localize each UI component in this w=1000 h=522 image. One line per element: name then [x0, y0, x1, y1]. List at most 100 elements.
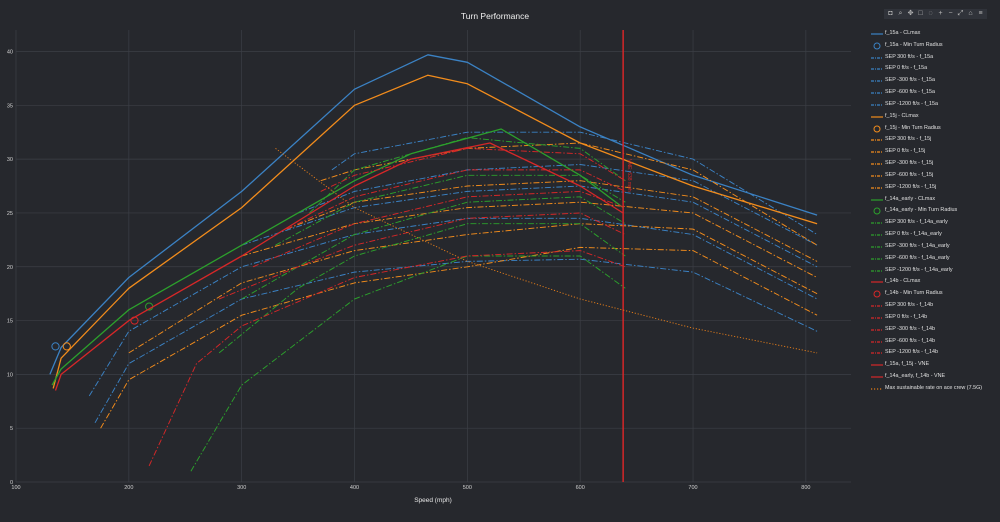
legend-item[interactable]: SEP 300 ft/s - f_15j	[868, 134, 998, 146]
legend-item[interactable]: SEP -300 ft/s - f_14a_early	[868, 241, 998, 253]
legend-item[interactable]: Max sustainable rate on ace crew (7.5G)	[868, 383, 998, 395]
series-line[interactable]	[241, 185, 818, 268]
legend-item[interactable]: SEP 0 ft/s - f_15j	[868, 146, 998, 158]
legend-swatch	[871, 222, 883, 224]
autoscale-icon[interactable]: ⤢	[957, 10, 964, 17]
legend-item[interactable]: SEP -300 ft/s - f_15j	[868, 158, 998, 170]
series-line[interactable]	[218, 223, 626, 354]
legend-item[interactable]: SEP 0 ft/s - f_14b	[868, 312, 998, 324]
legend-swatch	[873, 125, 881, 133]
legend-item[interactable]: SEP -1200 ft/s - f_15a	[868, 99, 998, 111]
camera-icon[interactable]: ◘	[888, 10, 893, 17]
legend-label: SEP 300 ft/s - f_14b	[885, 302, 934, 309]
series-line[interactable]	[190, 255, 626, 472]
legend-swatch	[871, 269, 883, 272]
legend-label: Max sustainable rate on ace crew (7.5G)	[885, 384, 983, 391]
plot-area	[16, 30, 851, 482]
series-line[interactable]	[100, 246, 818, 429]
legend-label: SEP 0 ft/s - f_15a	[885, 65, 928, 72]
legend-item[interactable]: SEP -600 ft/s - f_15a	[868, 87, 998, 99]
home-icon[interactable]: ⌂	[968, 10, 973, 17]
series-line[interactable]	[128, 223, 818, 354]
x-tick-label: 200	[124, 485, 133, 491]
min-turn-radius-marker[interactable]	[62, 342, 71, 351]
legend-label: SEP 300 ft/s - f_15j	[885, 136, 932, 143]
chart-modebar: ◘ ⌕ ✥ □ ◌ + − ⤢ ⌂ ≡	[884, 9, 987, 19]
legend-swatch	[871, 104, 883, 106]
legend-swatch	[871, 68, 883, 71]
legend-label: f_15a - CLmax	[885, 30, 921, 36]
legend-item[interactable]: f_15a - Min Turn Radius	[868, 40, 998, 52]
series-line[interactable]	[218, 212, 626, 300]
series-line[interactable]	[275, 148, 818, 354]
legend-item[interactable]: f_14a_early - Min Turn Radius	[868, 205, 998, 217]
legend-item[interactable]: f_15j - CLmax	[868, 111, 998, 123]
zoom-out-icon[interactable]: −	[948, 10, 953, 17]
series-line[interactable]	[309, 137, 626, 214]
series-line[interactable]	[52, 74, 818, 389]
series-line[interactable]	[275, 174, 626, 246]
legend-item[interactable]: SEP 0 ft/s - f_14a_early	[868, 229, 998, 241]
spike-icon[interactable]: ≡	[978, 10, 983, 17]
series-line[interactable]	[297, 164, 818, 246]
series-line[interactable]	[54, 142, 624, 391]
min-turn-radius-marker[interactable]	[51, 342, 60, 351]
legend-item[interactable]: f_14b - CLmax	[868, 276, 998, 288]
legend-item[interactable]: SEP -600 ft/s - f_15j	[868, 170, 998, 182]
pan-icon[interactable]: ✥	[907, 10, 914, 17]
legend-swatch	[871, 317, 883, 319]
legend-swatch	[871, 57, 883, 59]
legend-swatch	[871, 92, 883, 94]
legend-item[interactable]: SEP 300 ft/s - f_15a	[868, 52, 998, 64]
series-line[interactable]	[148, 250, 626, 467]
legend-swatch	[871, 139, 883, 142]
legend-item[interactable]: SEP 0 ft/s - f_15a	[868, 63, 998, 75]
legend-item[interactable]: f_14a_early, f_14b - VNE	[868, 371, 998, 383]
zoom-in-icon[interactable]: +	[938, 10, 943, 17]
legend-label: SEP -600 ft/s - f_15j	[885, 171, 934, 178]
legend-label: f_15a - Min Turn Radius	[885, 41, 943, 48]
legend-label: f_15j - Min Turn Radius	[885, 124, 941, 131]
legend-item[interactable]: SEP -300 ft/s - f_14b	[868, 324, 998, 336]
legend-item[interactable]: SEP -1200 ft/s - f_14a_early	[868, 265, 998, 277]
legend-swatch	[873, 207, 881, 215]
x-tick-label: 100	[11, 485, 20, 491]
series-line[interactable]	[94, 258, 818, 424]
legend-swatch	[871, 151, 883, 153]
x-tick-label: 300	[237, 485, 246, 491]
x-tick-label: 700	[688, 485, 697, 491]
legend-item[interactable]: SEP -600 ft/s - f_14a_early	[868, 253, 998, 265]
zoom-icon[interactable]: ⌕	[898, 10, 903, 17]
select-icon[interactable]: □	[918, 10, 923, 17]
legend-item[interactable]: SEP -300 ft/s - f_15a	[868, 75, 998, 87]
series-line[interactable]	[241, 201, 818, 278]
legend-item[interactable]: SEP -1200 ft/s - f_15j	[868, 182, 998, 194]
series-line[interactable]	[320, 147, 626, 192]
legend-item[interactable]: f_15a - CLmax	[868, 28, 998, 40]
series-line[interactable]	[286, 180, 818, 262]
vne-label: VNE: 638 mph	[626, 159, 632, 192]
legend-item[interactable]: SEP -600 ft/s - f_14b	[868, 336, 998, 348]
legend-item[interactable]: SEP 300 ft/s - f_14a_early	[868, 217, 998, 229]
legend-label: SEP -600 ft/s - f_15a	[885, 89, 935, 96]
series-line[interactable]	[331, 131, 818, 235]
legend-item[interactable]: f_15a, f_15j - VNE	[868, 359, 998, 371]
series-line[interactable]	[241, 196, 626, 300]
series-line[interactable]	[320, 142, 818, 246]
legend-item[interactable]: f_14a_early - CLmax	[868, 194, 998, 206]
series-line[interactable]	[88, 217, 818, 397]
legend-item[interactable]: SEP -1200 ft/s - f_14b	[868, 347, 998, 359]
series-line[interactable]	[49, 54, 818, 375]
min-turn-radius-marker[interactable]	[130, 316, 139, 325]
legend-item[interactable]: f_15j - Min Turn Radius	[868, 123, 998, 135]
legend-item[interactable]: f_14b - Min Turn Radius	[868, 288, 998, 300]
legend-swatch	[871, 376, 883, 378]
series-line[interactable]	[252, 190, 626, 268]
series-line[interactable]	[286, 169, 626, 230]
lasso-icon[interactable]: ◌	[928, 10, 933, 17]
legend-item[interactable]: SEP 300 ft/s - f_14b	[868, 300, 998, 312]
series-line[interactable]	[51, 128, 624, 386]
y-tick-label: 30	[7, 157, 13, 163]
legend-swatch	[871, 163, 883, 165]
